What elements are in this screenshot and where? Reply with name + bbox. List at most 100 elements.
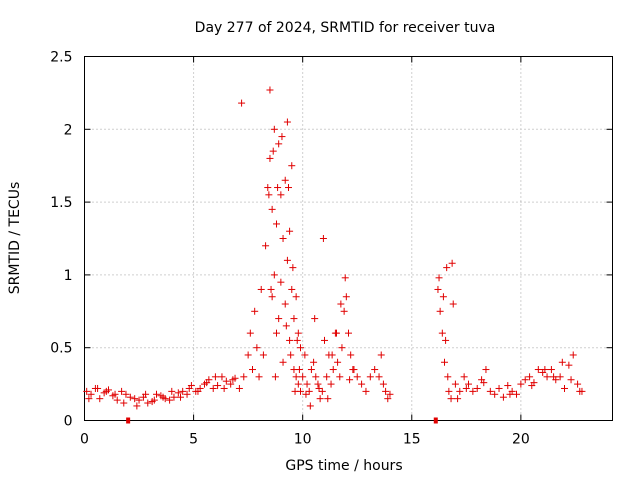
data-point <box>281 176 289 184</box>
data-point <box>270 271 278 279</box>
data-point <box>286 336 294 344</box>
data-point <box>435 274 443 282</box>
y-tick-label: 1.5 <box>50 195 72 211</box>
data-point <box>314 380 322 388</box>
data-point <box>301 351 309 359</box>
data-point <box>454 395 462 403</box>
data-point <box>460 373 468 381</box>
data-point <box>142 390 150 398</box>
data-point <box>315 384 323 392</box>
data-point <box>362 387 370 395</box>
data-point <box>111 390 119 398</box>
tick-labels: 0 5 10 15 20 0 0.5 1 1.5 2 2.5 <box>50 50 530 448</box>
data-point <box>311 315 319 323</box>
data-point <box>534 366 542 374</box>
data-point <box>135 396 143 404</box>
data-point <box>283 256 291 264</box>
data-point <box>336 373 344 381</box>
data-point <box>229 376 237 384</box>
data-point <box>251 307 259 315</box>
data-point <box>547 366 555 374</box>
data-point <box>279 235 287 242</box>
data-point <box>444 373 452 381</box>
data-point <box>285 184 292 192</box>
data-point <box>528 382 536 390</box>
data-point <box>504 382 512 390</box>
data-point <box>194 387 202 395</box>
data-point <box>379 380 387 388</box>
data-point <box>371 366 379 374</box>
data-point <box>328 351 336 359</box>
data-point <box>318 387 326 395</box>
data-point <box>345 329 352 337</box>
data-point <box>574 380 582 388</box>
data-point <box>287 351 295 359</box>
data-point <box>384 395 392 403</box>
data-point <box>292 373 300 381</box>
data-point <box>209 384 217 392</box>
data-point <box>456 387 464 395</box>
data-point <box>153 390 160 398</box>
data-point <box>96 395 104 403</box>
data-point <box>302 390 310 398</box>
x-tick-label: 20 <box>512 432 530 448</box>
data-point <box>319 235 327 242</box>
data-point <box>324 395 332 403</box>
data-point <box>279 358 287 366</box>
y-axis-label: SRMTID / TECUs <box>7 182 23 295</box>
data-point <box>346 376 354 384</box>
data-point <box>126 393 134 401</box>
axis-ticks <box>84 56 613 421</box>
data-point <box>310 358 318 366</box>
data-point <box>174 389 182 397</box>
data-point <box>321 336 328 344</box>
data-point <box>277 191 285 199</box>
data-point <box>436 307 444 315</box>
data-point <box>306 402 314 410</box>
data-point <box>268 205 276 213</box>
data-point <box>288 285 296 293</box>
data-point <box>282 322 290 330</box>
data-point <box>292 293 300 301</box>
data-point <box>266 154 274 162</box>
data-point <box>218 373 226 381</box>
data-point <box>451 380 459 388</box>
data-point <box>491 390 499 398</box>
data-point <box>94 384 102 392</box>
x-tick-label: 10 <box>294 432 312 448</box>
data-point <box>486 387 494 395</box>
data-point <box>347 351 355 359</box>
y-tick-label: 1 <box>64 268 73 284</box>
data-point <box>482 366 490 374</box>
data-point <box>569 351 577 359</box>
data-point <box>358 380 366 388</box>
x-axis-label: GPS time / hours <box>285 458 402 474</box>
data-point <box>268 293 276 301</box>
data-point <box>281 300 289 308</box>
data-point <box>334 358 342 366</box>
data-point <box>274 184 282 192</box>
data-point <box>267 285 275 293</box>
data-point <box>159 393 167 401</box>
data-point <box>448 259 456 267</box>
data-point <box>83 387 91 395</box>
data-point <box>316 395 324 403</box>
data-point <box>270 125 278 133</box>
x-tick-label: 15 <box>403 432 421 448</box>
data-point <box>303 380 311 388</box>
data-point <box>295 366 303 374</box>
data-point <box>526 373 534 381</box>
data-point <box>273 220 280 228</box>
data-point <box>277 278 285 286</box>
data-point <box>102 387 110 395</box>
data-point <box>550 373 558 381</box>
data-point <box>465 380 472 388</box>
data-point <box>238 99 246 107</box>
data-point <box>565 361 573 369</box>
data-point <box>350 366 358 374</box>
data-point <box>312 373 320 381</box>
data-point <box>473 384 481 392</box>
data-point <box>294 329 302 337</box>
data-point <box>203 379 211 387</box>
